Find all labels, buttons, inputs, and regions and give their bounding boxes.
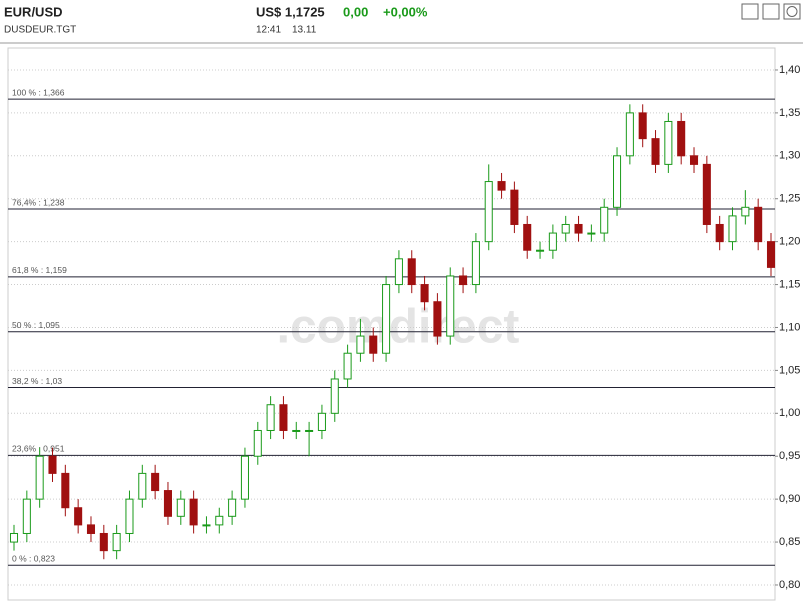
candle-body bbox=[48, 455, 57, 474]
change: 0,00 bbox=[343, 4, 368, 19]
code: DUSDEUR.TGT bbox=[4, 25, 76, 36]
candle-body bbox=[728, 215, 737, 243]
candle-body bbox=[369, 335, 378, 354]
candle-body bbox=[343, 352, 352, 380]
candle-body bbox=[176, 498, 185, 517]
candle-body bbox=[600, 206, 609, 234]
y-tick-label: 1,05 bbox=[779, 364, 800, 376]
candle-body bbox=[253, 429, 262, 457]
fib-label: 0 % : 0,823 bbox=[12, 553, 55, 563]
candle-body bbox=[22, 498, 31, 534]
icon-chart[interactable] bbox=[741, 3, 759, 20]
y-tick-label: 1,25 bbox=[779, 193, 800, 205]
date: 13.11 bbox=[292, 25, 317, 36]
candle-body bbox=[317, 412, 326, 431]
candle-body bbox=[548, 232, 557, 251]
icon-news[interactable] bbox=[762, 3, 780, 20]
y-tick-label: 0,85 bbox=[779, 536, 800, 548]
icon-clock[interactable] bbox=[783, 3, 801, 20]
change-pct: +0,00% bbox=[383, 4, 428, 19]
candle-body bbox=[189, 498, 198, 526]
candle-body bbox=[420, 284, 429, 303]
candle-body bbox=[446, 275, 455, 337]
y-tick-label: 1,10 bbox=[779, 321, 800, 333]
candle-body bbox=[99, 532, 108, 552]
candle-body bbox=[471, 241, 480, 286]
y-tick-label: 1,40 bbox=[779, 64, 800, 76]
candle-body bbox=[561, 223, 570, 234]
candle-body bbox=[9, 532, 19, 543]
candle-body bbox=[587, 232, 596, 235]
candle-body bbox=[138, 472, 147, 500]
candle-body bbox=[330, 378, 339, 414]
candle-body bbox=[74, 507, 83, 526]
candle-body bbox=[240, 455, 249, 500]
time: 12:41 bbox=[256, 25, 281, 36]
plot-frame bbox=[7, 47, 776, 601]
candle-body bbox=[664, 120, 673, 165]
candle-body bbox=[613, 155, 622, 208]
candle-body bbox=[484, 181, 493, 243]
price: US$ 1,1725 bbox=[256, 4, 325, 19]
candle-body bbox=[356, 335, 365, 354]
candle-body bbox=[163, 490, 172, 517]
candle-body bbox=[523, 223, 532, 251]
candle-body bbox=[536, 249, 545, 252]
candle-body bbox=[305, 429, 314, 432]
symbol: EUR/USD bbox=[4, 4, 63, 19]
candle-body bbox=[61, 472, 70, 509]
candle-body bbox=[459, 275, 468, 286]
y-tick-label: 1,20 bbox=[779, 236, 800, 248]
candle-body bbox=[754, 206, 763, 243]
y-tick-label: 0,90 bbox=[779, 493, 800, 505]
toolbar-icons[interactable] bbox=[741, 3, 801, 20]
candle-body bbox=[407, 258, 416, 286]
fib-label: 100 % : 1,366 bbox=[12, 87, 65, 97]
candle-body bbox=[766, 241, 776, 268]
clock-face bbox=[786, 6, 798, 17]
fib-label: 38,2 % : 1,03 bbox=[12, 376, 62, 386]
y-tick-label: 0,80 bbox=[779, 579, 800, 591]
candle-body bbox=[151, 472, 160, 492]
candle-body bbox=[741, 206, 750, 217]
y-tick-label: 1,30 bbox=[779, 150, 800, 162]
candle-body bbox=[497, 181, 506, 191]
candle-body bbox=[266, 404, 275, 431]
candle-body bbox=[625, 112, 634, 157]
candle-body bbox=[86, 524, 96, 534]
candle-body bbox=[279, 404, 288, 431]
candle-body bbox=[292, 429, 301, 432]
candle-body bbox=[638, 112, 647, 140]
candle-body bbox=[35, 455, 44, 500]
fib-label: 23,6% : 0,951 bbox=[12, 444, 65, 454]
candle-body bbox=[715, 223, 724, 243]
candle-body bbox=[433, 301, 442, 337]
candle-body bbox=[677, 120, 686, 157]
candle-body bbox=[215, 515, 224, 526]
candle-body bbox=[125, 498, 134, 534]
y-tick-label: 1,00 bbox=[779, 407, 800, 419]
candle-body bbox=[689, 155, 699, 165]
candle-body bbox=[651, 138, 660, 165]
fib-label: 76,4% : 1,238 bbox=[12, 197, 65, 207]
candle-body bbox=[702, 163, 711, 225]
candle-body bbox=[510, 189, 519, 225]
y-tick-label: 1,15 bbox=[779, 278, 800, 290]
candle-body bbox=[382, 284, 391, 354]
y-tick-label: 0,95 bbox=[779, 450, 800, 462]
candle-body bbox=[228, 498, 237, 517]
y-tick-label: 1,35 bbox=[779, 107, 800, 119]
fib-label: 61,8 % : 1,159 bbox=[12, 265, 67, 275]
candle-body bbox=[112, 532, 121, 552]
fib-label: 50 % : 1,095 bbox=[12, 320, 60, 330]
candle-body bbox=[202, 524, 211, 527]
candle-body bbox=[394, 258, 403, 286]
candle-body bbox=[574, 223, 583, 234]
